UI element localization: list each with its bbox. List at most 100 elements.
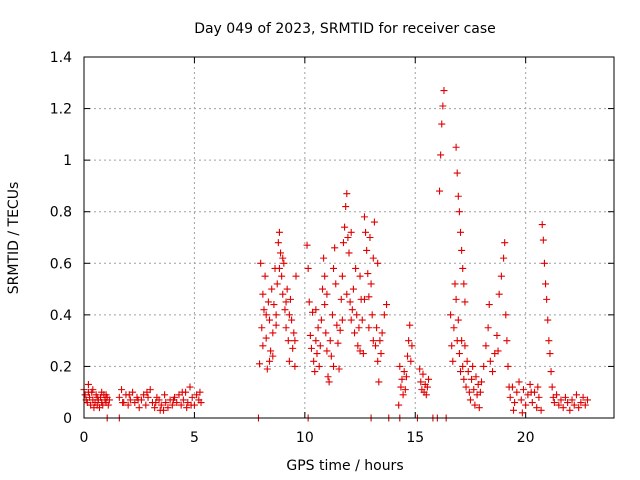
data-point-plus-icon [460,280,468,288]
grid-lines [84,57,614,418]
data-point-plus-icon [347,228,355,236]
x-tick-label: 0 [80,430,89,446]
x-tick-label: 15 [406,430,424,446]
data-point-plus-icon [118,386,126,394]
data-point-plus-icon [500,254,508,262]
data-point-plus-icon [468,375,476,383]
data-point-plus-icon [460,375,468,383]
data-point-plus-icon [272,321,280,329]
data-point-plus-icon [369,337,377,345]
data-point-plus-icon [372,342,379,350]
data-point-plus-icon [283,285,291,293]
data-point-plus-icon [423,383,431,391]
data-point-plus-icon [320,254,328,262]
data-point-plus-icon [331,244,339,252]
data-point-plus-icon [351,329,359,337]
data-point-plus-icon [459,264,467,272]
y-tick-label: 0.8 [50,205,72,221]
data-point-plus-icon [453,169,461,177]
data-point-plus-icon [263,365,271,373]
data-point-plus-icon [104,401,112,409]
data-point-plus-icon [376,337,384,345]
data-point-plus-icon [458,246,466,254]
data-point-plus-icon [535,393,543,401]
data-point-plus-icon [269,329,277,337]
data-point-plus-icon [264,298,272,306]
data-point-plus-icon [548,383,556,391]
data-point-plus-icon [367,280,375,288]
data-point-plus-icon [397,383,405,391]
data-point-plus-icon [449,357,457,365]
data-point-plus-icon [419,370,427,378]
data-point-plus-icon [289,344,297,352]
data-point-plus-icon [305,298,313,306]
data-point-plus-icon [119,399,127,407]
data-point-plus-icon [259,290,267,298]
data-point-plus-icon [360,295,368,303]
data-point-plus-icon [164,404,172,412]
data-point-plus-icon [480,362,488,370]
data-point-plus-icon [144,393,152,401]
data-point-plus-icon [374,259,382,267]
data-point-plus-icon [324,373,332,381]
data-point-plus-icon [291,362,299,370]
y-tick-label: 1 [63,153,72,169]
data-point-plus-icon [272,311,280,319]
data-point-plus-icon [534,383,542,391]
data-point-plus-icon [503,337,511,345]
data-point-plus-icon [575,404,583,412]
data-point-plus-icon [362,228,370,236]
data-point-plus-icon [452,295,460,303]
data-point-plus-icon [338,316,346,324]
data-point-plus-icon [579,393,587,401]
data-point-plus-icon [273,280,281,288]
data-point-plus-icon [345,249,353,257]
data-point-plus-icon [416,365,424,373]
data-point-plus-icon [544,316,552,324]
data-point-plus-icon [461,342,469,350]
data-point-plus-icon [269,352,277,360]
data-point-plus-icon [356,347,364,355]
data-point-plus-icon [455,350,463,358]
data-point-plus-icon [482,342,490,350]
data-point-plus-icon [401,386,409,394]
data-point-plus-icon [343,290,351,298]
data-point-plus-icon [515,378,523,386]
data-point-plus-icon [256,360,264,368]
data-point-plus-icon [327,352,335,360]
data-point-plus-icon [466,396,474,404]
data-point-plus-icon [326,337,334,345]
data-point-plus-icon [84,388,92,396]
data-point-plus-icon [399,391,407,399]
data-point-plus-icon [439,102,447,110]
data-point-plus-icon [319,285,326,293]
y-tick-label: 1.4 [50,50,72,66]
data-point-plus-icon [522,401,530,409]
data-point-plus-icon [365,324,373,332]
data-point-plus-icon [124,401,132,409]
data-point-plus-icon [311,368,319,376]
data-point-plus-icon [484,324,492,332]
data-point-plus-icon [352,264,360,272]
data-point-plus-icon [406,321,414,329]
data-point-plus-icon [564,399,572,407]
data-point-plus-icon [186,383,194,391]
data-point-plus-icon [542,280,550,288]
data-point-plus-icon [268,285,276,293]
data-point-plus-icon [368,311,376,319]
data-point-plus-icon [306,331,314,339]
data-point-plus-icon [408,342,416,350]
data-point-plus-icon [528,399,536,407]
data-point-plus-icon [197,399,205,407]
data-point-plus-icon [546,350,554,358]
data-point-plus-icon [405,337,413,345]
data-point-plus-icon [561,393,569,401]
data-point-plus-icon [196,388,204,396]
data-point-plus-icon [396,362,404,370]
data-point-plus-icon [374,357,382,365]
data-point-plus-icon [275,228,283,236]
data-point-plus-icon [143,388,151,396]
y-axis-label: SRMTID / TECUs [6,182,22,295]
data-point-plus-icon [152,399,160,407]
data-point-plus-icon [156,406,164,414]
